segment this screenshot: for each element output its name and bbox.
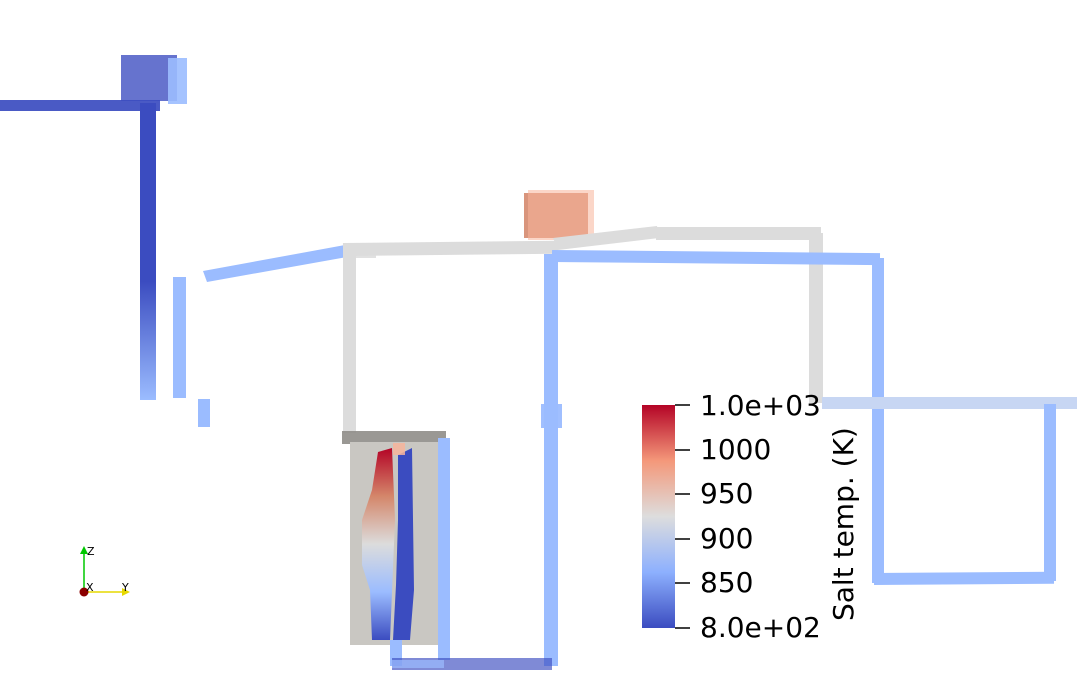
core-region <box>362 448 395 640</box>
colorbar-ticks <box>675 404 690 629</box>
x-axis-dot-icon <box>79 587 89 597</box>
neutral-riser-left <box>343 251 356 433</box>
reactor-vessel <box>342 431 552 670</box>
z-axis-label: Z <box>87 545 95 558</box>
right-loop-header <box>822 397 1077 409</box>
right-loop-outer <box>1044 404 1056 581</box>
x-axis-label: X <box>86 581 94 594</box>
right-loop-riser <box>872 258 884 583</box>
vessel-lid <box>342 431 446 444</box>
neutral-riser-right <box>809 233 823 403</box>
colorbar-tick-label-max: 1.0e+03 <box>700 389 821 422</box>
neutral-header-left <box>342 240 559 256</box>
bottom-header-pipe-overlay <box>392 660 444 668</box>
colorbar-strip <box>642 405 675 628</box>
vessel-side-pipe <box>438 438 450 660</box>
inlet-slanted-pipe <box>203 245 347 282</box>
cold-drain-stub <box>198 399 210 427</box>
colorbar-tick-label-950: 950 <box>700 477 753 510</box>
orientation-axes: Z X Y <box>79 545 130 597</box>
right-loop-bottom <box>873 571 1055 585</box>
cool-return-header <box>551 250 881 266</box>
vessel-downcomer <box>393 448 414 640</box>
colorbar-tick-label-1000: 1000 <box>700 433 771 466</box>
upper-loop-piping <box>203 190 881 666</box>
cold-tank <box>121 55 177 101</box>
cold-tank-shell <box>168 58 187 104</box>
vessel-outlet-stub <box>393 443 405 455</box>
colorbar-tick-label-min: 8.0e+02 <box>700 611 821 644</box>
cold-riser-pipe <box>140 103 156 400</box>
scalar-bar: 1.0e+03 1000 950 900 850 8.0e+02 Salt te… <box>642 389 860 644</box>
cool-downcomer-center <box>544 254 558 666</box>
hot-tank-shell <box>528 190 594 240</box>
colorbar-title: Salt temp. (K) <box>827 427 860 621</box>
cold-leg-assembly <box>0 55 210 427</box>
y-axis-arrow-icon <box>122 588 130 596</box>
colorbar-tick-label-850: 850 <box>700 566 753 599</box>
y-axis-label: Y <box>121 581 129 594</box>
neutral-header-right <box>656 227 821 240</box>
cold-header-pipe <box>0 100 160 111</box>
colorbar-tick-label-900: 900 <box>700 522 753 555</box>
right-loop-piping <box>822 258 1077 585</box>
cold-return-pipe <box>173 277 186 398</box>
z-axis-arrow-icon <box>80 546 88 554</box>
center-valve <box>541 404 562 428</box>
slanted-connector-pipe <box>553 226 659 250</box>
